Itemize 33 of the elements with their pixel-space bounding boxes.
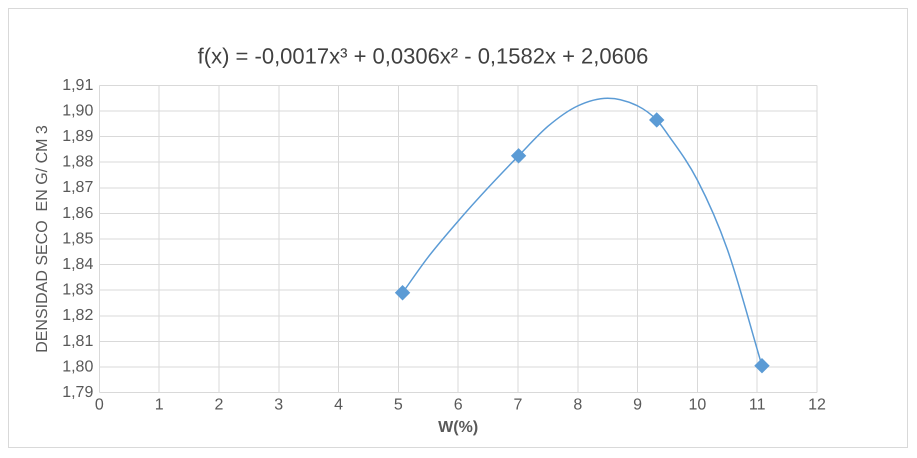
- x-axis-title: W(%): [438, 418, 478, 436]
- x-tick-label: 0: [94, 396, 104, 414]
- y-tick-label: 1,85: [62, 230, 94, 248]
- x-tick-label: 4: [334, 396, 344, 414]
- x-tick-label: 12: [808, 396, 826, 414]
- y-tick-label: 1,84: [62, 256, 94, 274]
- y-tick-label: 1,90: [62, 102, 94, 120]
- y-tick-label: 1,91: [62, 76, 94, 94]
- y-tick-label: 1,79: [62, 384, 94, 402]
- y-tick-label: 1,83: [62, 282, 94, 299]
- y-tick-label: 1,86: [62, 204, 94, 222]
- point: [511, 148, 526, 164]
- x-tick-label: 9: [633, 396, 642, 414]
- y-tick-label: 1,81: [62, 332, 94, 350]
- point: [649, 112, 664, 128]
- y-axis-title: DENSIDAD SECO EN G/ CM 3: [34, 125, 52, 353]
- x-tick-label: 1: [154, 396, 164, 414]
- y-tick-label: 1,80: [62, 358, 94, 376]
- x-tick-label: 5: [394, 396, 403, 414]
- x-tick-label: 10: [688, 396, 706, 414]
- y-tick-label: 1,87: [62, 179, 94, 196]
- x-tick-label: 11: [748, 396, 766, 414]
- point: [754, 358, 770, 374]
- y-tick-label: 1,88: [62, 154, 94, 171]
- x-tick-label: 3: [274, 396, 284, 414]
- chart-title: f(x) = -0,0017x³ + 0,0306x² - 0,1582x + 2,0606: [198, 43, 648, 68]
- x-tick-label: 8: [573, 396, 582, 414]
- y-tick-label: 1,82: [62, 307, 94, 324]
- point: [395, 285, 410, 300]
- x-tick-label: 2: [214, 396, 224, 414]
- x-tick-label: 6: [454, 396, 463, 414]
- x-tick-label: 7: [514, 396, 523, 414]
- y-tick-label: 1,89: [62, 128, 94, 146]
